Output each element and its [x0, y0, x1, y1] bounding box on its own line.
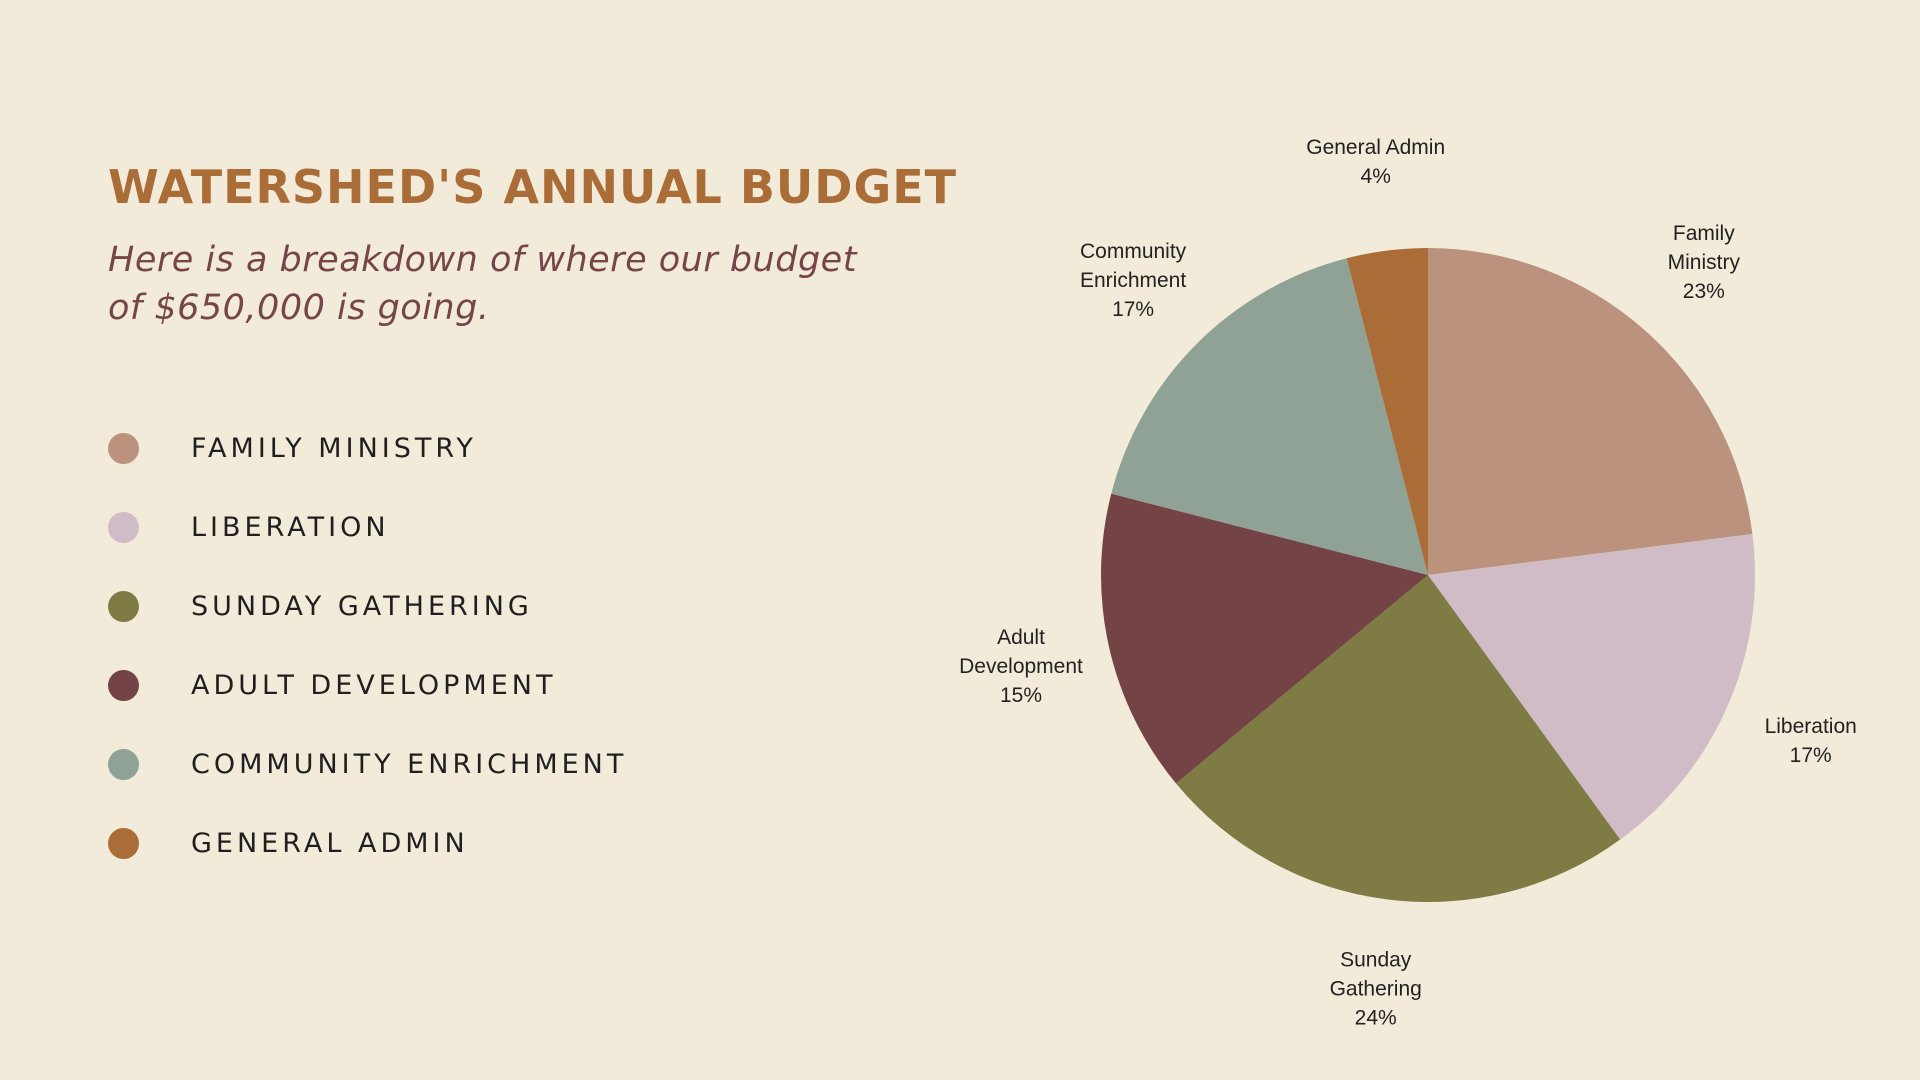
slice-value-label: 15% — [1000, 684, 1042, 707]
legend-label: LIBERATION — [191, 512, 390, 543]
legend-swatch — [108, 433, 139, 464]
legend-swatch — [108, 828, 139, 859]
slice-name-label: General Admin — [1306, 136, 1445, 159]
legend-label: COMMUNITY ENRICHMENT — [191, 749, 628, 780]
slice-name-label: Liberation — [1765, 715, 1857, 738]
slice-name-label: Community — [1080, 240, 1187, 263]
slice-label-general-admin: General Admin 4% — [1306, 136, 1445, 188]
pie-slice-liberation — [1428, 534, 1755, 840]
slice-label-adult-development: Adult Development 15% — [959, 626, 1083, 707]
legend-label: SUNDAY GATHERING — [191, 591, 533, 622]
slice-value-label: 24% — [1355, 1007, 1397, 1030]
legend-item-sunday-gathering: SUNDAY GATHERING — [108, 567, 627, 646]
slice-name-label: Adult — [997, 626, 1045, 649]
legend-item-general-admin: GENERAL ADMIN — [108, 804, 627, 883]
slice-label-sunday-gathering: Sunday Gathering 24% — [1330, 949, 1422, 1030]
slice-name-label: Gathering — [1330, 978, 1422, 1001]
pie-slice-family-ministry — [1428, 248, 1753, 575]
legend-item-community-enrichment: COMMUNITY ENRICHMENT — [108, 725, 627, 804]
legend-label: GENERAL ADMIN — [191, 828, 469, 859]
slice-name-label: Development — [959, 655, 1083, 678]
pie-slice-sunday-gathering — [1176, 575, 1621, 903]
legend-item-adult-development: ADULT DEVELOPMENT — [108, 646, 627, 725]
legend-swatch — [108, 512, 139, 543]
legend-item-family-ministry: FAMILY MINISTRY — [108, 409, 627, 488]
legend-swatch — [108, 670, 139, 701]
legend-label: FAMILY MINISTRY — [191, 433, 477, 464]
page-subtitle: Here is a breakdown of where our budget … — [108, 240, 857, 328]
slice-name-label: Ministry — [1668, 251, 1741, 274]
pie-slice-community-enrichment — [1111, 258, 1428, 575]
pie-slice-adult-development — [1100, 493, 1428, 784]
legend-swatch — [108, 591, 139, 622]
slice-label-liberation: Liberation 17% — [1765, 715, 1857, 767]
slice-label-community-enrichment: Community Enrichment 17% — [1080, 240, 1187, 321]
legend-swatch — [108, 749, 139, 780]
slice-name-label: Family — [1673, 222, 1735, 245]
slice-label-family-ministry: Family Ministry 23% — [1668, 222, 1741, 303]
legend: FAMILY MINISTRY LIBERATION SUNDAY GATHER… — [108, 409, 627, 883]
page-title: WATERSHED'S ANNUAL BUDGET — [108, 160, 958, 214]
slice-name-label: Sunday — [1340, 949, 1412, 972]
slice-value-label: 23% — [1683, 280, 1725, 303]
slice-value-label: 17% — [1112, 298, 1154, 321]
slice-value-label: 4% — [1361, 165, 1391, 188]
legend-item-liberation: LIBERATION — [108, 488, 627, 567]
slice-name-label: Enrichment — [1080, 269, 1186, 292]
pie-slice-general-admin — [1346, 248, 1428, 575]
legend-label: ADULT DEVELOPMENT — [191, 670, 557, 701]
slice-value-label: 17% — [1790, 744, 1832, 767]
